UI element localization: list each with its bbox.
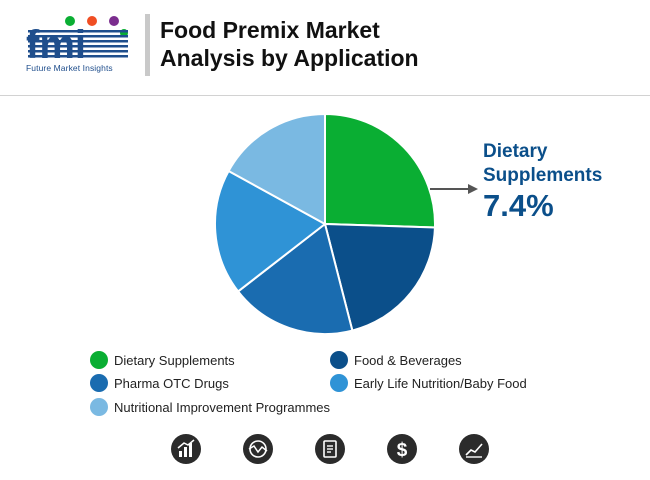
legend-label: Nutritional Improvement Programmes [114,399,331,415]
pie-chart [214,112,478,335]
header: fmi Future Market Insights Food Premix M… [0,0,650,95]
callout-arrow [430,184,478,194]
legend-swatch [90,374,108,392]
legend-swatch [90,398,108,416]
legend-swatch [330,374,348,392]
legend-item-early-life-nutrition: Early Life Nutrition/Baby Food [330,373,527,393]
svg-text:$: $ [397,440,408,461]
bar-chart-icon [171,434,201,464]
pie-slices [214,112,436,335]
legend-label: Early Life Nutrition/Baby Food [354,375,527,391]
svg-text:fmi: fmi [26,23,86,67]
legend-swatch [90,351,108,369]
callout-value: 7.4% [483,188,554,223]
legend-label: Pharma OTC Drugs [114,375,229,391]
legend-label: Dietary Supplements [114,352,235,368]
legend-swatch [330,351,348,369]
legend-item-nutritional-improvement: Nutritional Improvement Programmes [90,397,330,417]
dollar-icon: $ [387,434,417,464]
pie-slice-early-life-nutrition-baby-food [214,169,327,293]
callout-name: Dietary Supplements [483,141,603,186]
logo-caption: Future Market Insights [26,63,113,73]
title-line-2: Analysis by Application [160,45,419,71]
legend-item-pharma-otc-drugs: Pharma OTC Drugs [90,373,229,393]
fmi-logo: fmi [26,16,128,67]
pie-slice-nutritional-improvement-programmes [227,112,326,226]
pie-slice-pharma-otc-drugs [236,222,354,335]
footer-icons: $ [0,434,650,472]
pie-slice-food-beverages [323,222,436,332]
header-divider [145,14,150,76]
header-rule [0,95,650,96]
pie-slice-dietary-supplements [324,112,436,229]
legend-item-dietary-supplements: Dietary Supplements [90,350,235,370]
legend-item-food-beverages: Food & Beverages [330,350,462,370]
legend-label: Food & Beverages [354,352,462,368]
trend-chart-icon [459,434,489,464]
globe-icon [243,434,273,464]
title-line-1: Food Premix Market [160,17,380,43]
report-icon [315,434,345,464]
legend: Dietary Supplements Food & Beverages Pha… [90,350,570,420]
chart-title: Food Premix Market Analysis by Applicati… [160,16,419,72]
